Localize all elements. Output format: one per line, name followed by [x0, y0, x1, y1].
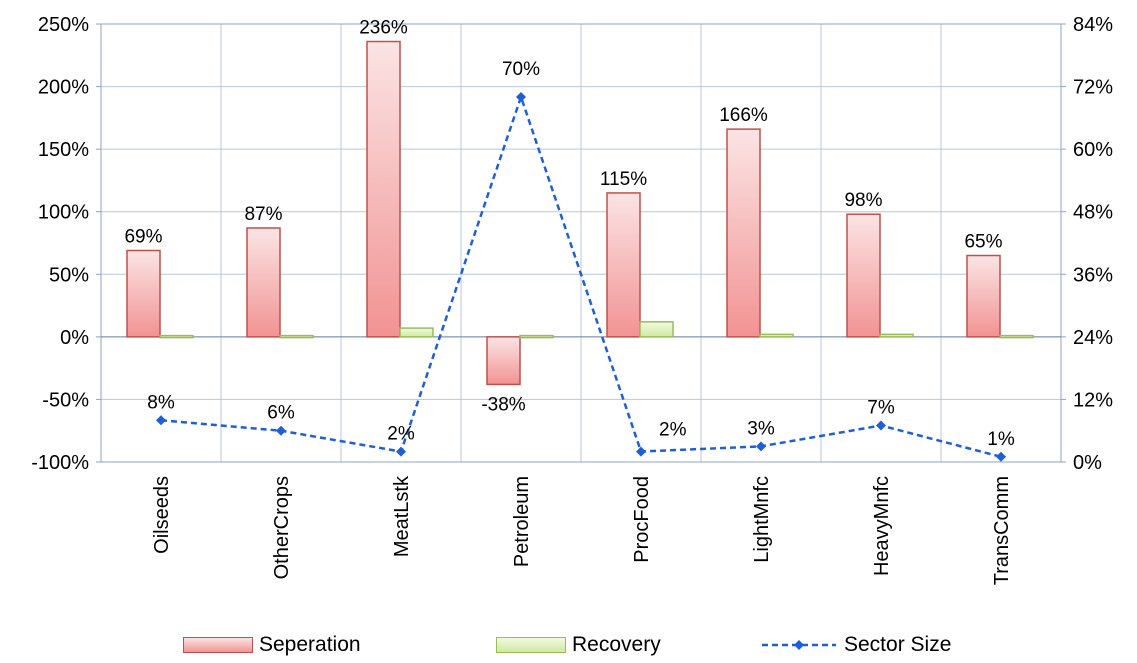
bar-seperation: [486, 336, 521, 386]
chart-svg: -100% -50% 0% 50% 100% 150% 200% 250% 0% 12% 24% 36…: [31, 14, 1113, 585]
bar-recovery: [519, 334, 554, 339]
legend-label-sector-size: Sector Size: [844, 633, 952, 656]
category-label: LightMnfc: [751, 476, 773, 563]
right-axis-tick-label: 72%: [1073, 77, 1113, 99]
point-sector-size: [996, 451, 1006, 462]
legend-swatch-recovery: [496, 637, 566, 653]
data-label-sector-size: 70%: [502, 59, 540, 80]
point-sector-size: [156, 415, 166, 426]
right-axis-tick-label: 60%: [1073, 139, 1113, 161]
data-label-sector-size: 3%: [747, 418, 775, 439]
left-axis-tick-label: 0%: [60, 327, 89, 349]
right-axis-tick-label: 84%: [1073, 14, 1113, 36]
right-axis-tick-label: 36%: [1073, 264, 1113, 286]
category-label: MeatLstk: [391, 475, 413, 557]
data-label-seperation: 69%: [124, 227, 162, 248]
axis-layer: -100% -50% 0% 50% 100% 150% 200% 250% 0% 12% 24% 36…: [31, 14, 1113, 585]
bar-recovery: [639, 321, 674, 338]
category-label: Oilseeds: [151, 476, 173, 554]
label-layer: 69% 87% 236% -38% 115% 166% 98% 65% 8% 6% 2% 70% 2% 3…: [124, 18, 1014, 450]
category-label: Petroleum: [511, 476, 533, 567]
data-label-sector-size: 6%: [267, 403, 295, 424]
legend: Seperation Recovery Sector Size: [0, 630, 1137, 660]
data-label-seperation: -38%: [481, 394, 525, 415]
data-label-sector-size: 1%: [987, 429, 1015, 450]
data-label-seperation: 166%: [719, 105, 768, 126]
legend-item-sector-size: Sector Size: [760, 630, 951, 660]
bar-recovery: [759, 333, 794, 338]
data-label-sector-size: 8%: [147, 392, 175, 413]
bar-layer: [126, 40, 1034, 386]
legend-label-seperation: Seperation: [259, 633, 361, 656]
bar-seperation: [126, 249, 161, 338]
data-label-seperation: 115%: [600, 169, 647, 190]
right-axis-tick-label: 24%: [1073, 327, 1113, 349]
left-axis-tick-label: 100%: [38, 202, 89, 224]
grid-layer: [100, 23, 1062, 463]
bar-seperation: [726, 128, 761, 338]
category-label: OtherCrops: [271, 476, 293, 579]
plot-border: [100, 23, 1062, 463]
left-axis-tick-label: 200%: [38, 77, 89, 99]
data-label-seperation: 87%: [244, 204, 282, 225]
legend-swatch-seperation: [183, 637, 253, 653]
bar-recovery: [279, 334, 314, 339]
right-axis-tick-label: 12%: [1073, 389, 1113, 411]
data-label-sector-size: 2%: [387, 424, 415, 445]
legend-item-recovery: Recovery: [496, 630, 661, 660]
legend-item-seperation: Seperation: [183, 630, 361, 660]
line-sector-size: [160, 93, 1002, 458]
right-axis-tick-label: 0%: [1073, 452, 1102, 474]
line-layer: [156, 92, 1006, 462]
point-sector-size: [516, 92, 526, 102]
data-label-sector-size: 7%: [867, 398, 895, 419]
bar-recovery: [399, 327, 434, 338]
point-sector-size: [276, 425, 286, 436]
legend-swatch-sector-size: [762, 640, 836, 650]
bar-recovery: [159, 334, 194, 339]
left-axis-tick-label: 50%: [49, 264, 89, 286]
left-axis-tick-label: -50%: [42, 389, 89, 411]
bar-recovery: [999, 334, 1034, 339]
data-label-seperation: 98%: [844, 190, 882, 211]
category-label: TransComm: [991, 476, 1013, 585]
point-sector-size: [756, 441, 766, 452]
left-axis-tick-label: 150%: [38, 139, 89, 161]
bar-recovery: [879, 333, 914, 338]
category-label: ProcFood: [631, 476, 653, 563]
bar-seperation: [366, 40, 401, 338]
legend-label-recovery: Recovery: [572, 633, 661, 656]
data-label-seperation: 236%: [359, 18, 408, 39]
bar-seperation: [606, 192, 641, 338]
left-axis-tick-label: 250%: [38, 14, 89, 36]
data-label-sector-size: 2%: [659, 420, 687, 441]
left-axis-tick-label: -100%: [31, 452, 89, 474]
bar-seperation: [966, 254, 1001, 338]
category-label: HeavyMnfc: [871, 476, 893, 576]
bar-seperation: [846, 213, 881, 338]
bar-seperation: [246, 227, 281, 338]
point-sector-size: [396, 446, 406, 457]
point-sector-size: [876, 420, 886, 431]
data-label-seperation: 65%: [964, 232, 1002, 253]
point-sector-size: [636, 446, 646, 457]
right-axis-tick-label: 48%: [1073, 202, 1113, 224]
